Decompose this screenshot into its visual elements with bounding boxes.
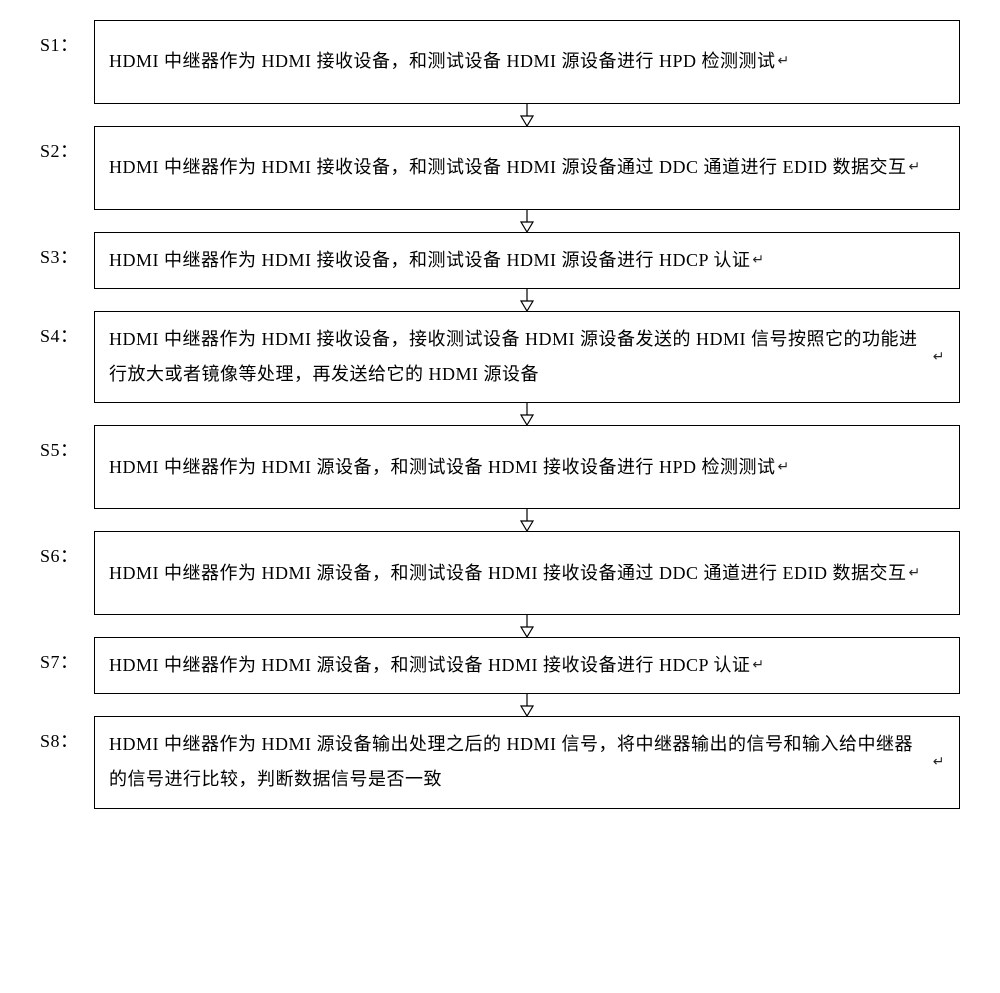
return-glyph-icon: ↵ <box>908 560 920 587</box>
flow-step-s4: S4： HDMI 中继器作为 HDMI 接收设备，接收测试设备 HDMI 源设备发… <box>40 311 960 403</box>
flow-arrow-icon <box>517 615 537 637</box>
step-text: HDMI 中继器作为 HDMI 源设备输出处理之后的 HDMI 信号，将中继器输… <box>109 727 931 797</box>
step-box: HDMI 中继器作为 HDMI 接收设备，接收测试设备 HDMI 源设备发送的 … <box>94 311 960 403</box>
flow-arrow-icon <box>517 104 537 126</box>
flow-arrow-icon <box>517 403 537 425</box>
return-glyph-icon: ↵ <box>778 48 790 75</box>
step-label: S1： <box>40 20 88 62</box>
flow-step-s6: S6： HDMI 中继器作为 HDMI 源设备，和测试设备 HDMI 接收设备通过… <box>40 531 960 615</box>
step-label: S3： <box>40 232 88 274</box>
flow-arrow-icon <box>517 210 537 232</box>
step-text: HDMI 中继器作为 HDMI 接收设备，和测试设备 HDMI 源设备通过 DD… <box>109 150 906 185</box>
flow-arrow <box>40 104 960 126</box>
step-text: HDMI 中继器作为 HDMI 接收设备，接收测试设备 HDMI 源设备发送的 … <box>109 322 931 392</box>
return-glyph-icon: ↵ <box>933 344 945 371</box>
step-text: HDMI 中继器作为 HDMI 源设备，和测试设备 HDMI 接收设备进行 HD… <box>109 648 750 683</box>
step-box: HDMI 中继器作为 HDMI 源设备，和测试设备 HDMI 接收设备进行 HD… <box>94 637 960 694</box>
flow-arrow <box>40 694 960 716</box>
step-box: HDMI 中继器作为 HDMI 源设备，和测试设备 HDMI 接收设备进行 HP… <box>94 425 960 509</box>
flow-arrow <box>40 509 960 531</box>
flow-step-s1: S1： HDMI 中继器作为 HDMI 接收设备，和测试设备 HDMI 源设备进行… <box>40 20 960 104</box>
return-glyph-icon: ↵ <box>752 652 764 679</box>
return-glyph-icon: ↵ <box>933 749 945 776</box>
step-box: HDMI 中继器作为 HDMI 接收设备，和测试设备 HDMI 源设备进行 HD… <box>94 232 960 289</box>
flow-arrow <box>40 210 960 232</box>
step-text: HDMI 中继器作为 HDMI 接收设备，和测试设备 HDMI 源设备进行 HD… <box>109 243 750 278</box>
flow-step-s5: S5： HDMI 中继器作为 HDMI 源设备，和测试设备 HDMI 接收设备进行… <box>40 425 960 509</box>
flow-arrow <box>40 289 960 311</box>
step-text: HDMI 中继器作为 HDMI 源设备，和测试设备 HDMI 接收设备进行 HP… <box>109 450 776 485</box>
step-box: HDMI 中继器作为 HDMI 源设备输出处理之后的 HDMI 信号，将中继器输… <box>94 716 960 808</box>
return-glyph-icon: ↵ <box>778 454 790 481</box>
step-label: S2： <box>40 126 88 168</box>
step-box: HDMI 中继器作为 HDMI 接收设备，和测试设备 HDMI 源设备进行 HP… <box>94 20 960 104</box>
flow-arrow-icon <box>517 694 537 716</box>
flowchart-container: S1： HDMI 中继器作为 HDMI 接收设备，和测试设备 HDMI 源设备进行… <box>40 20 960 809</box>
flow-arrow <box>40 403 960 425</box>
step-label: S5： <box>40 425 88 467</box>
step-text: HDMI 中继器作为 HDMI 接收设备，和测试设备 HDMI 源设备进行 HP… <box>109 44 776 79</box>
step-box: HDMI 中继器作为 HDMI 接收设备，和测试设备 HDMI 源设备通过 DD… <box>94 126 960 210</box>
flow-arrow-icon <box>517 509 537 531</box>
step-label: S6： <box>40 531 88 573</box>
step-box: HDMI 中继器作为 HDMI 源设备，和测试设备 HDMI 接收设备通过 DD… <box>94 531 960 615</box>
flow-arrow-icon <box>517 289 537 311</box>
step-label: S4： <box>40 311 88 353</box>
flow-step-s7: S7： HDMI 中继器作为 HDMI 源设备，和测试设备 HDMI 接收设备进行… <box>40 637 960 694</box>
step-label: S7： <box>40 637 88 679</box>
flow-step-s8: S8： HDMI 中继器作为 HDMI 源设备输出处理之后的 HDMI 信号，将中… <box>40 716 960 808</box>
flow-step-s2: S2： HDMI 中继器作为 HDMI 接收设备，和测试设备 HDMI 源设备通过… <box>40 126 960 210</box>
return-glyph-icon: ↵ <box>908 154 920 181</box>
step-text: HDMI 中继器作为 HDMI 源设备，和测试设备 HDMI 接收设备通过 DD… <box>109 556 906 591</box>
flow-step-s3: S3： HDMI 中继器作为 HDMI 接收设备，和测试设备 HDMI 源设备进行… <box>40 232 960 289</box>
flow-arrow <box>40 615 960 637</box>
return-glyph-icon: ↵ <box>752 247 764 274</box>
step-label: S8： <box>40 716 88 758</box>
